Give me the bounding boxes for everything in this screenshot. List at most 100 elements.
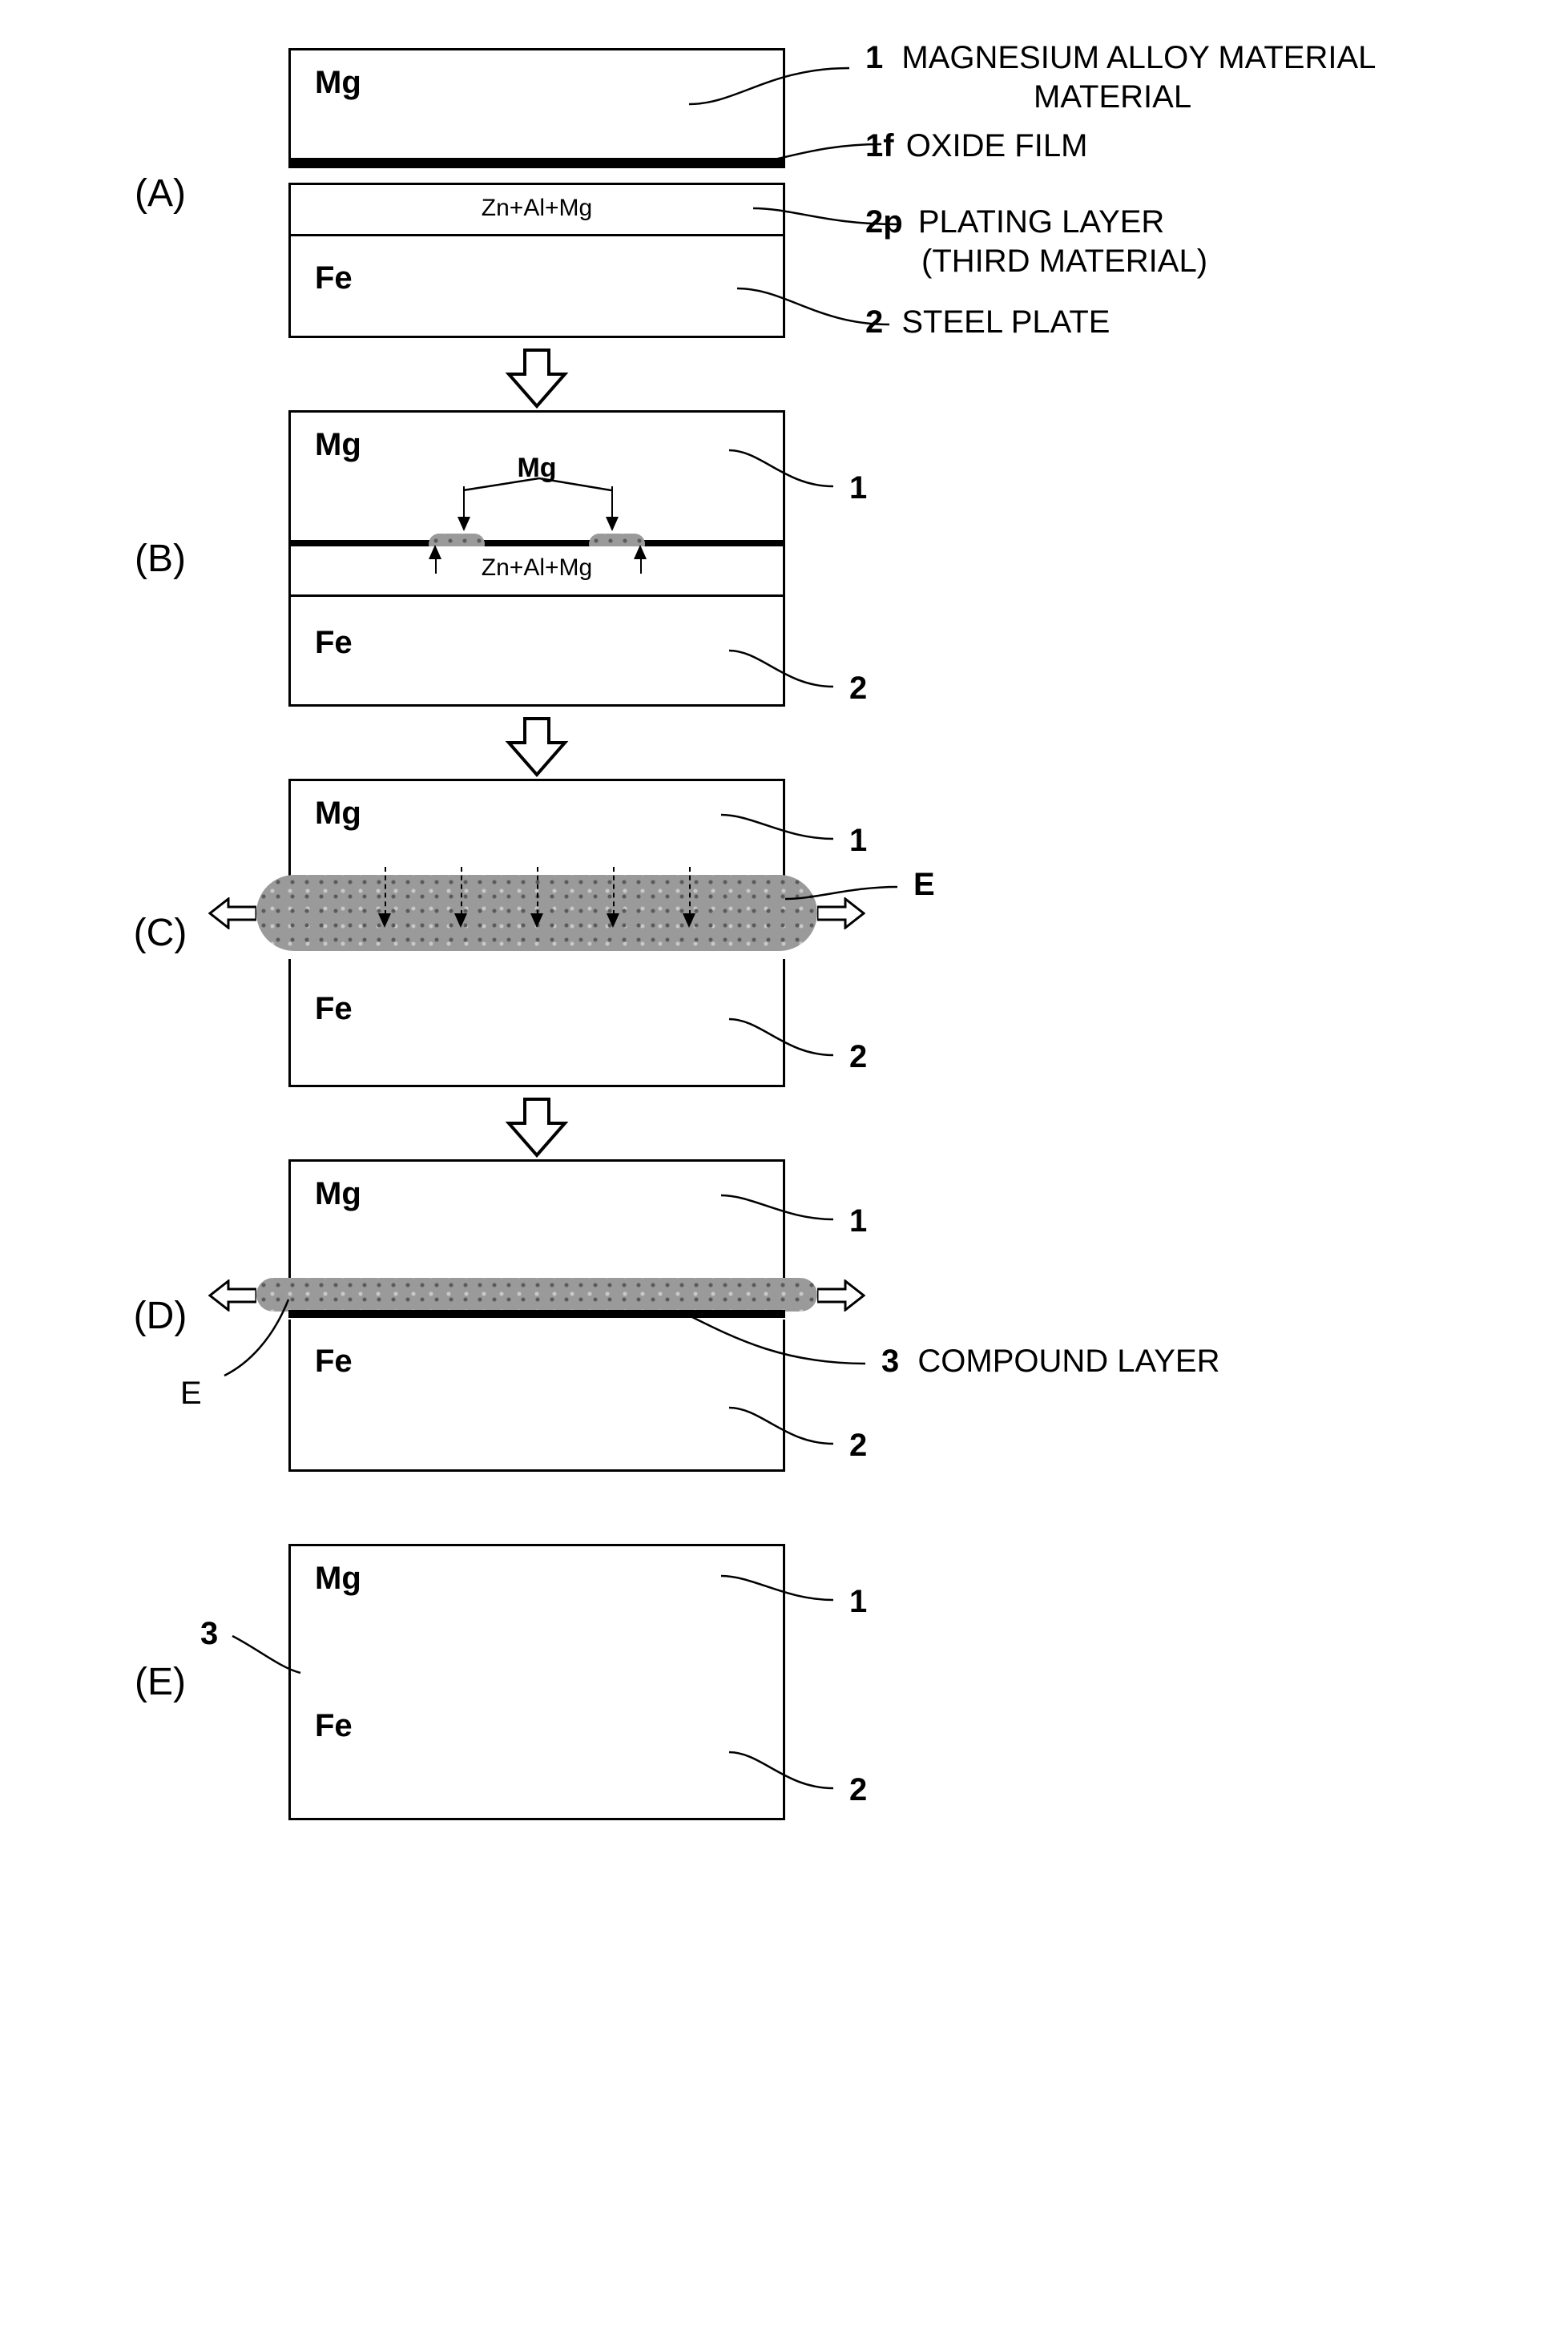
plating-block: Zn+Al+Mg bbox=[288, 183, 785, 234]
fe-label: Fe bbox=[315, 1708, 353, 1744]
panel-e-label: (E) bbox=[32, 1660, 288, 1704]
panel-a-diagram: Mg Zn+Al+Mg Fe 1 MAGNESIUM ALLOY MATERIA… bbox=[288, 48, 785, 338]
plating-block: Zn+Al+Mg bbox=[288, 546, 785, 594]
callout-fe-num: 2 bbox=[849, 1428, 867, 1463]
flow-arrow bbox=[683, 913, 695, 928]
mg-label: Mg bbox=[315, 1176, 361, 1212]
callout-mg: 1 bbox=[849, 470, 867, 506]
leader-e bbox=[785, 883, 929, 915]
callout-mg: 1 MAGNESIUM ALLOY MATERIAL MATERIAL bbox=[865, 40, 1376, 115]
panel-a-label: (A) bbox=[32, 171, 288, 216]
fe-block: Fe bbox=[288, 594, 785, 707]
mg-block: Mg bbox=[288, 1159, 785, 1283]
callout-steel-text: STEEL PLATE bbox=[901, 304, 1110, 340]
pressure-arrow-icon bbox=[505, 1095, 569, 1159]
callout-e-left-text: E bbox=[180, 1376, 202, 1411]
mg-label: Mg bbox=[315, 1561, 361, 1597]
leader-fe bbox=[729, 1744, 905, 1808]
callout-mg-num: 1 bbox=[849, 470, 867, 506]
mg-flow-lines bbox=[451, 478, 627, 510]
callout-plating-num: 2p bbox=[865, 204, 903, 240]
fe-block: Fe bbox=[288, 1668, 785, 1820]
flow-arrow bbox=[454, 913, 467, 928]
leader-fe bbox=[729, 1400, 905, 1464]
callout-steel-num: 2 bbox=[865, 304, 883, 340]
callout-plating-text: PLATING LAYER bbox=[918, 204, 1165, 240]
flow-stem bbox=[689, 867, 691, 915]
flow-arrow bbox=[607, 913, 619, 928]
plating-label: Zn+Al+Mg bbox=[482, 195, 592, 222]
plating-up-stem-2 bbox=[640, 558, 642, 574]
callout-oxide-num: 1f bbox=[865, 128, 894, 163]
fe-block: Fe bbox=[288, 959, 785, 1087]
mg-flow-arrow-1 bbox=[458, 517, 470, 531]
callout-fe: 2 bbox=[849, 1039, 867, 1075]
mg-block: Mg Mg bbox=[288, 410, 785, 546]
callout-e-num: E bbox=[913, 867, 935, 902]
panel-b: (B) Mg Mg Zn+Al+Mg bbox=[32, 410, 1538, 707]
mg-flow-arrow-2 bbox=[606, 517, 619, 531]
fe-label: Fe bbox=[315, 625, 353, 661]
panel-c-diagram: Mg Fe 1 bbox=[288, 779, 785, 1087]
plating-label: Zn+Al+Mg bbox=[482, 554, 592, 582]
callout-compound-left-num: 3 bbox=[200, 1616, 218, 1651]
extrude-arrow-left-icon bbox=[208, 897, 256, 929]
pressure-arrow-icon bbox=[505, 346, 569, 410]
fe-label: Fe bbox=[315, 991, 353, 1027]
leader-mg bbox=[721, 807, 897, 855]
mg-block: Mg bbox=[288, 1544, 785, 1668]
callout-mg: 1 bbox=[849, 823, 867, 859]
flow-stem bbox=[613, 867, 615, 915]
extrude-arrow-right-icon bbox=[817, 1279, 865, 1312]
callout-plating-text2: (THIRD MATERIAL) bbox=[921, 244, 1207, 280]
fe-label: Fe bbox=[315, 260, 353, 296]
callout-plating: 2p PLATING LAYER (THIRD MATERIAL) bbox=[865, 204, 1207, 280]
callout-compound-left: 3 bbox=[200, 1616, 218, 1652]
callout-compound-num: 3 bbox=[881, 1344, 899, 1379]
leader-mg bbox=[721, 1568, 897, 1616]
callout-fe-num: 2 bbox=[849, 1772, 867, 1807]
pressure-arrow-icon bbox=[505, 715, 569, 779]
leader-compound-left bbox=[256, 1636, 337, 1684]
fe-block: Fe bbox=[288, 234, 785, 338]
leader-fe bbox=[729, 1011, 905, 1075]
leader-mg bbox=[721, 1187, 897, 1235]
flow-stem bbox=[385, 867, 386, 915]
callout-compound-text: COMPOUND LAYER bbox=[917, 1344, 1219, 1379]
leader-e-left bbox=[240, 1300, 345, 1396]
callout-e: E bbox=[913, 867, 935, 903]
leader-mg bbox=[729, 442, 905, 506]
panel-d: (D) Mg Fe E 1 bbox=[32, 1159, 1538, 1472]
callout-mg-num: 1 bbox=[865, 40, 883, 75]
callout-fe: 2 bbox=[849, 1428, 867, 1464]
oxide-film-line bbox=[288, 160, 785, 168]
leader-fe bbox=[729, 643, 905, 707]
callout-fe-num: 2 bbox=[849, 671, 867, 706]
panel-a: (A) Mg Zn+Al+Mg Fe 1 MAGNESIUM ALLOY MAT… bbox=[32, 48, 1538, 338]
mg-label: Mg bbox=[315, 65, 361, 101]
callout-oxide: 1f OXIDE FILM bbox=[865, 128, 1087, 164]
callout-fe-num: 2 bbox=[849, 1039, 867, 1074]
flow-arrow bbox=[530, 913, 543, 928]
callout-mg-text: MAGNESIUM ALLOY MATERIAL bbox=[901, 40, 1376, 75]
mg-label: Mg bbox=[315, 427, 361, 463]
callout-e-left: E bbox=[180, 1376, 202, 1412]
callout-compound: 3 COMPOUND LAYER bbox=[881, 1344, 1219, 1380]
panel-e-diagram: Mg Fe 3 1 2 bbox=[288, 1544, 785, 1820]
flow-stem bbox=[461, 867, 462, 915]
callout-mg-num: 1 bbox=[849, 823, 867, 858]
plating-up-stem-1 bbox=[435, 558, 437, 574]
flow-stem bbox=[537, 867, 538, 915]
callout-oxide-text: OXIDE FILM bbox=[906, 128, 1088, 163]
callout-fe: 2 bbox=[849, 1772, 867, 1808]
callout-mg: 1 bbox=[849, 1203, 867, 1239]
panel-d-diagram: Mg Fe E 1 3 C bbox=[288, 1159, 785, 1472]
panel-b-label: (B) bbox=[32, 537, 288, 581]
leader-compound bbox=[689, 1316, 913, 1388]
panel-e: (E) Mg Fe 3 1 2 bbox=[32, 1544, 1538, 1820]
callout-mg-num: 1 bbox=[849, 1203, 867, 1239]
callout-mg-text2: MATERIAL bbox=[1034, 79, 1376, 115]
mg-label: Mg bbox=[315, 796, 361, 832]
callout-fe: 2 bbox=[849, 671, 867, 707]
callout-mg-num: 1 bbox=[849, 1584, 867, 1619]
